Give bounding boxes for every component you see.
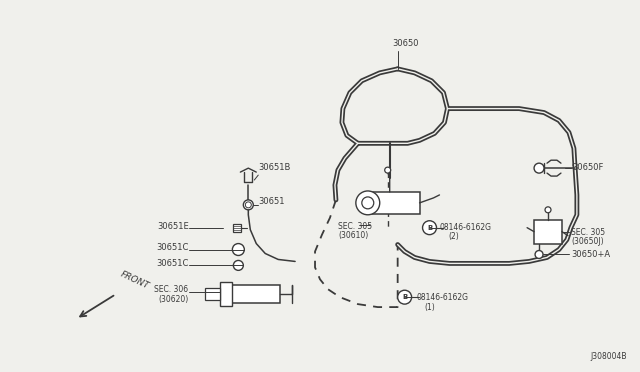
Bar [370,192,420,214]
Circle shape [234,260,243,270]
Text: 30650+A: 30650+A [571,250,610,259]
Bar [205,288,220,300]
Text: SEC. 306: SEC. 306 [154,285,189,294]
Text: (30610): (30610) [338,231,368,240]
Text: (2): (2) [449,232,459,241]
Circle shape [545,207,551,213]
Text: 30650: 30650 [393,39,419,48]
Bar [534,220,562,244]
Circle shape [232,244,244,256]
Circle shape [534,163,544,173]
Text: 30651: 30651 [259,198,285,206]
Circle shape [243,200,253,210]
Text: SEC. 305: SEC. 305 [338,222,372,231]
Text: 30651C: 30651C [156,259,189,268]
Text: 08146-6162G: 08146-6162G [417,293,468,302]
Bar [220,282,232,306]
Text: 08146-6162G: 08146-6162G [440,223,492,232]
Text: (30620): (30620) [158,295,189,304]
Bar [232,285,280,303]
Text: FRONT: FRONT [119,270,150,291]
Circle shape [362,197,374,209]
Text: (30650J): (30650J) [571,237,604,246]
Text: B: B [402,294,407,300]
Circle shape [245,202,252,208]
Circle shape [422,221,436,235]
Text: 30651C: 30651C [156,243,189,252]
Text: (1): (1) [424,302,435,312]
Text: B: B [427,225,432,231]
Circle shape [535,250,543,259]
Text: 30651B: 30651B [259,163,291,172]
Text: 30651E: 30651E [157,222,189,231]
Circle shape [356,191,380,215]
Text: SEC. 305: SEC. 305 [571,228,605,237]
Text: 30650F: 30650F [572,163,604,171]
Text: J308004B: J308004B [590,352,627,361]
Bar [234,224,241,232]
Circle shape [397,290,412,304]
Circle shape [385,167,390,173]
